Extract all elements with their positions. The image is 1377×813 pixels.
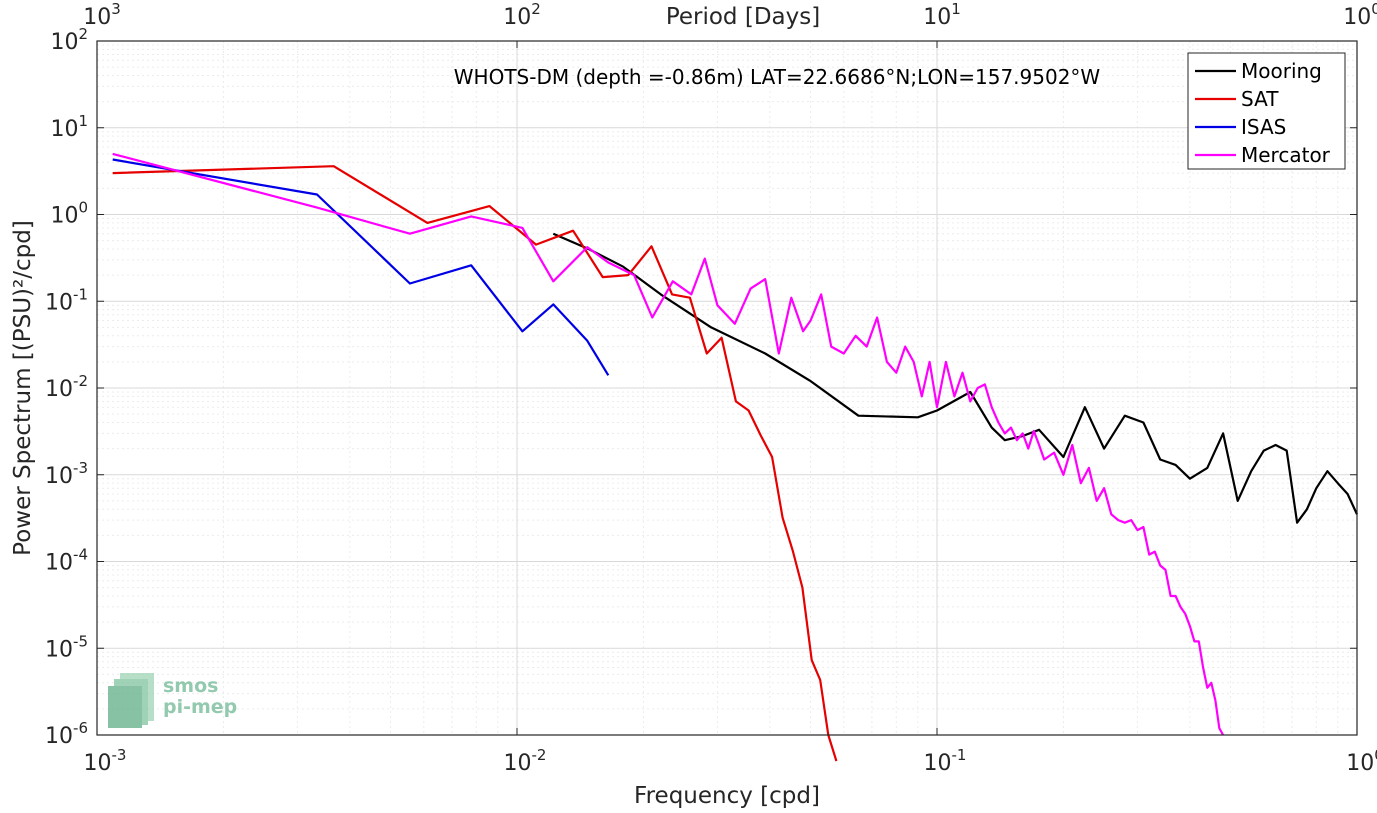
- legend-label-mooring: Mooring: [1241, 59, 1322, 83]
- top-tick-label: 101: [923, 0, 961, 30]
- x-tick-label: 10-2: [504, 746, 547, 776]
- legend-label-sat: SAT: [1241, 87, 1279, 111]
- y-tick-label: 10-6: [45, 719, 88, 749]
- chart-title: WHOTS-DM (depth =-0.86m) LAT=22.6686°N;L…: [454, 65, 1101, 89]
- x-tick-labels: 10-3 10-2 10-1 100: [84, 746, 1377, 776]
- tick-marks: [96, 40, 1358, 736]
- y-tick-label: 10-2: [45, 372, 88, 402]
- top-tick-labels: 103 102 101 100: [83, 0, 1377, 30]
- y-tick-label: 10-5: [45, 632, 88, 662]
- legend-label-isas: ISAS: [1241, 115, 1286, 139]
- series-lines: [112, 152, 1358, 762]
- logo-text-pimep: pi-mep: [163, 696, 237, 718]
- y-tick-label: 10-3: [45, 459, 88, 489]
- top-tick-label: 100: [1343, 0, 1377, 30]
- x-axis-label: Frequency [cpd]: [634, 783, 820, 809]
- top-tick-label: 102: [503, 0, 541, 30]
- y-tick-label: 101: [50, 112, 88, 142]
- y-tick-labels: 10-6 10-5 10-4 10-3 10-2 10-1 100 101 102: [45, 25, 88, 749]
- x-tick-label: 100: [1346, 746, 1377, 776]
- top-tick-label: 103: [83, 0, 121, 30]
- x-tick-label: 10-1: [924, 746, 967, 776]
- series-line-mercator: [112, 152, 1225, 736]
- y-tick-label: 10-4: [45, 546, 88, 576]
- legend: Mooring SAT ISAS Mercator: [1187, 52, 1346, 170]
- x-tick-label: 10-3: [84, 746, 127, 776]
- legend-box: [1187, 52, 1346, 170]
- series-line-isas: [112, 158, 610, 376]
- top-axis-label: Period [Days]: [666, 4, 820, 30]
- series-line-mooring: [552, 232, 1358, 524]
- y-axis-label: Power Spectrum [(PSU)²/cpd]: [10, 220, 36, 556]
- grid-lines: [96, 40, 1358, 736]
- logo-layer: [108, 686, 142, 728]
- logo-text-smos: smos: [163, 675, 218, 697]
- smos-pi-mep-logo: smos pi-mep: [108, 673, 237, 728]
- legend-label-mercator: Mercator: [1241, 143, 1331, 167]
- y-tick-label: 10-1: [45, 285, 88, 315]
- y-tick-label: 100: [50, 199, 88, 229]
- y-tick-label: 102: [50, 25, 88, 55]
